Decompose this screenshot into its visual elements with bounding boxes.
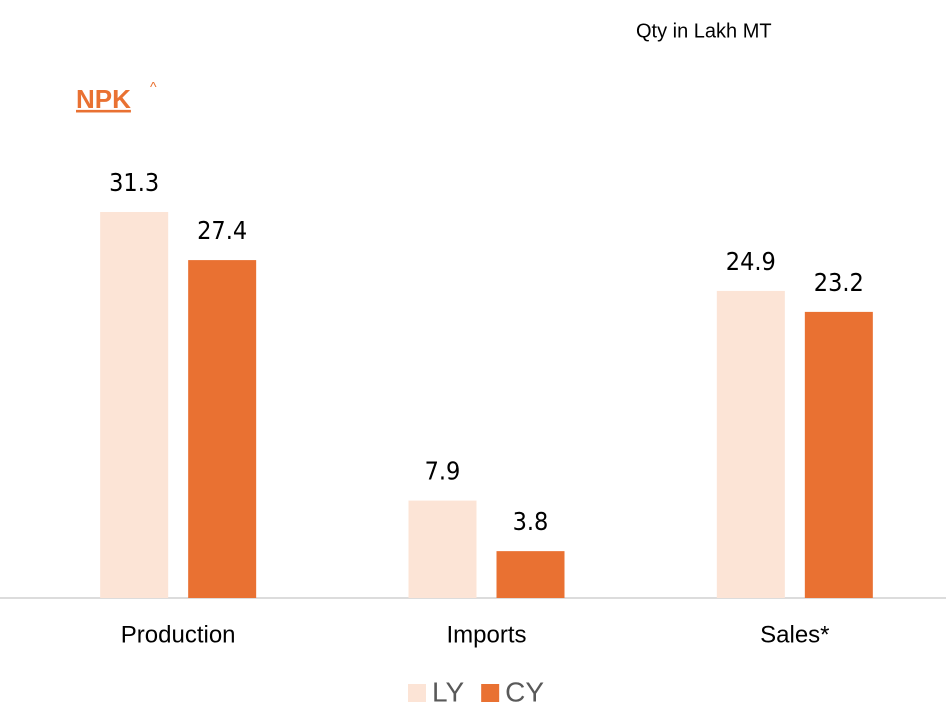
data-label: 31.3 — [109, 168, 159, 197]
legend-label: LY — [432, 676, 464, 707]
data-label: 23.2 — [814, 268, 864, 297]
legend-swatch — [481, 684, 500, 702]
bar — [496, 551, 565, 598]
chart-subtitle: Qty in Lakh MT — [636, 20, 772, 42]
bar — [408, 500, 477, 598]
chart-title: NPK — [76, 84, 131, 114]
data-label: 27.4 — [197, 216, 247, 245]
chart-title-suffix: ^ — [150, 79, 157, 95]
bar — [716, 290, 785, 598]
bar — [100, 212, 169, 598]
bar — [188, 260, 257, 598]
data-label: 3.8 — [513, 507, 549, 536]
data-label: 7.9 — [425, 457, 461, 486]
legend-label: CY — [505, 676, 544, 707]
x-tick-label: Imports — [446, 621, 526, 648]
data-label: 24.9 — [726, 247, 776, 276]
bar — [804, 311, 873, 598]
x-tick-label: Production — [121, 621, 236, 648]
legend-swatch — [408, 684, 426, 702]
x-tick-label: Sales* — [760, 621, 829, 648]
